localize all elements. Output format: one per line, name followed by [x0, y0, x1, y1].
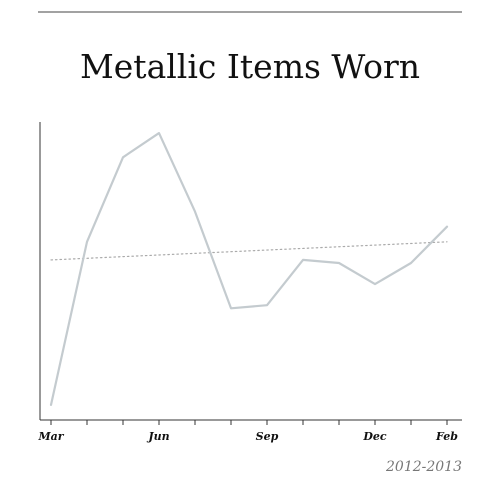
- chart-title: Metallic Items Worn: [80, 47, 420, 86]
- chart-subtitle: 2012-2013: [385, 459, 462, 475]
- x-tick-label: Feb: [435, 430, 458, 443]
- x-tick-label: Sep: [256, 430, 279, 443]
- plot-area: Mar Jun Sep Dec Feb: [37, 122, 462, 443]
- x-tick-label: Dec: [362, 430, 387, 443]
- series-line: [49, 132, 449, 406]
- x-tick-label: Mar: [37, 430, 64, 443]
- x-tick-label: Jun: [146, 430, 169, 443]
- trend-line: [50, 241, 448, 261]
